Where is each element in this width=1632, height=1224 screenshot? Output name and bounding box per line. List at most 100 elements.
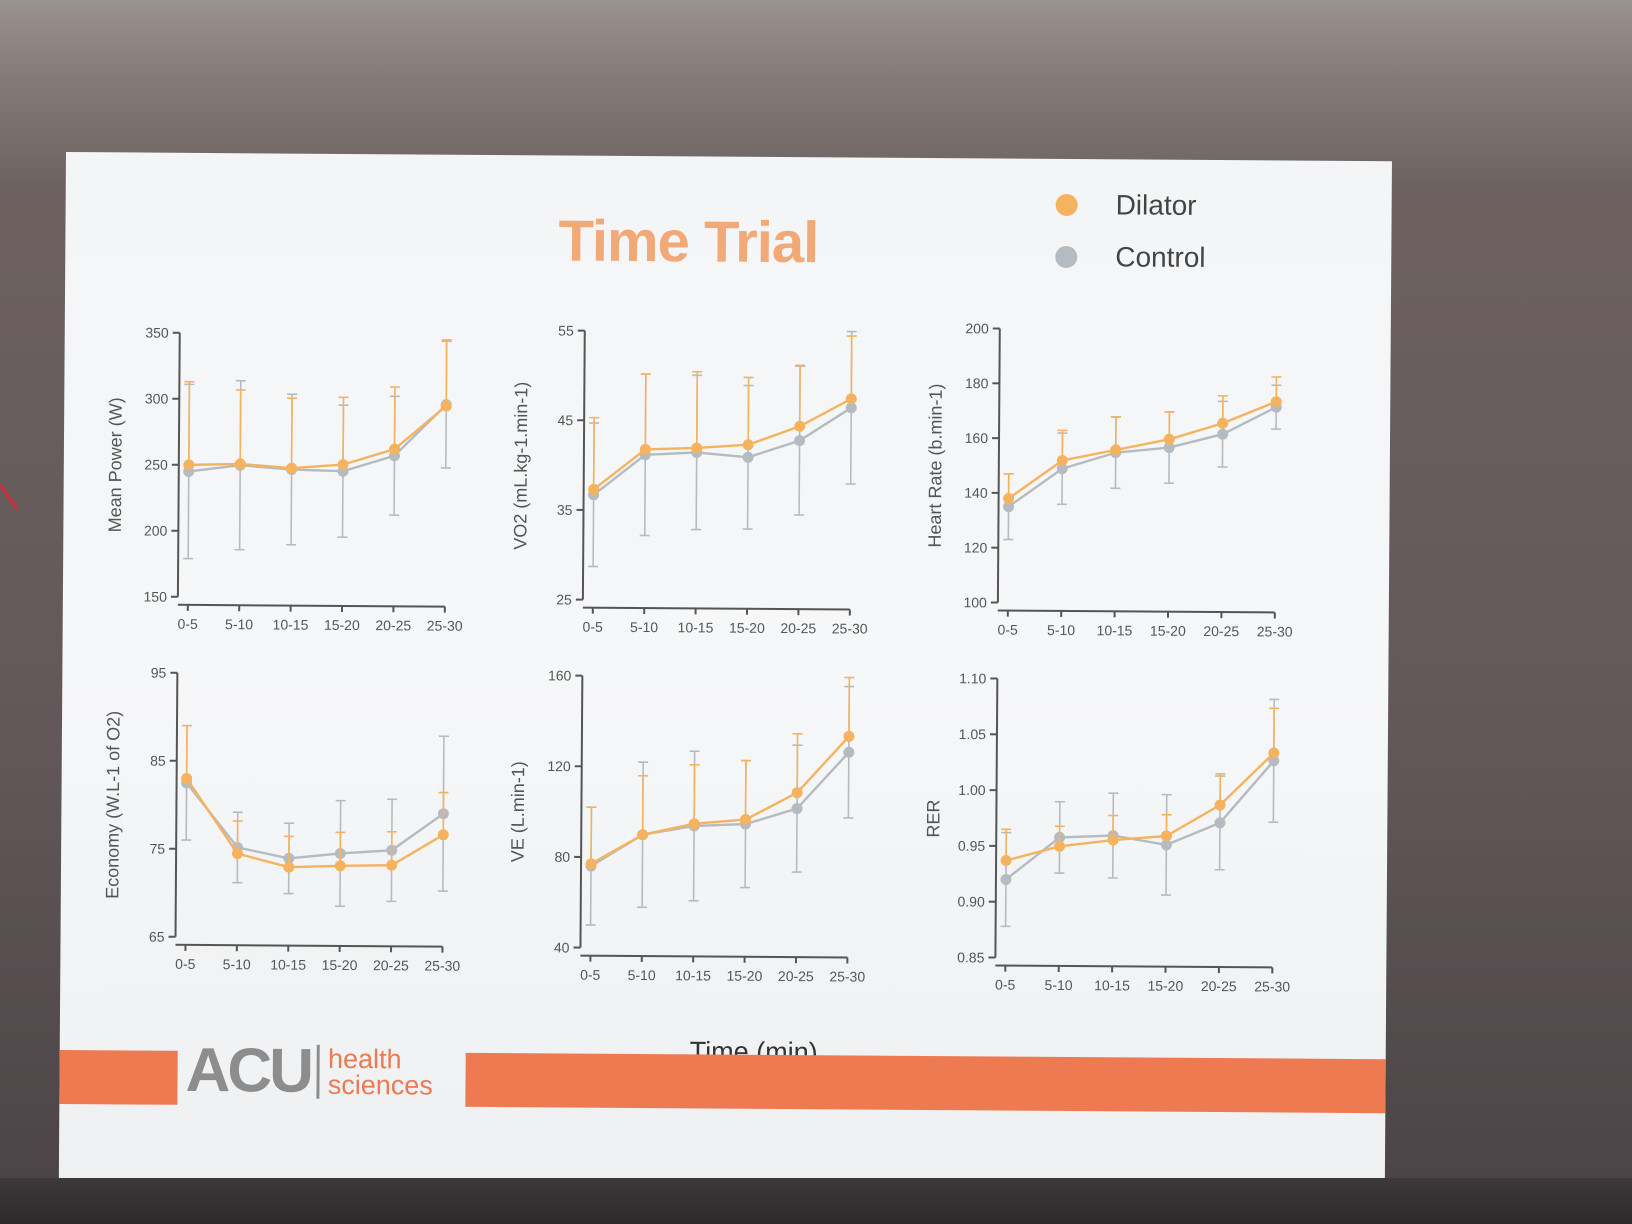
data-point [1214,799,1226,811]
y-tick-label: 100 [963,594,987,610]
logo-separator [316,1044,321,1099]
data-point [1268,747,1280,759]
x-axis [582,606,850,611]
data-point [1163,442,1175,454]
x-axis [580,954,848,959]
y-tick-label: 85 [150,753,166,769]
y-tick-label: 45 [558,412,574,428]
x-tick-label: 15-20 [727,968,763,984]
y-tick-label: 250 [144,457,168,473]
y-tick-label: 150 [143,589,167,605]
series-line [188,403,448,473]
series-control [1003,384,1282,541]
x-tick-label: 25-30 [1257,623,1293,639]
y-tick-label: 200 [965,320,989,336]
y-tick-label: 1.00 [958,782,986,798]
y-axis [994,678,999,958]
x-tick-label: 20-25 [373,957,409,973]
y-tick-label: 80 [554,849,570,865]
x-tick-label: 25-30 [424,958,460,974]
data-point [283,861,295,873]
y-tick-label: 160 [548,667,572,683]
data-point [386,859,398,871]
y-tick-label: 140 [964,485,988,501]
series-line [1007,406,1277,508]
data-point [1003,501,1015,513]
series-line [185,782,445,860]
series-control [585,685,855,926]
y-tick-label: 75 [150,841,166,857]
legend-dot-control [1055,245,1078,269]
y-tick-label: 0.85 [957,949,985,965]
plot-area: 100 120 140 160 180 200 0-5 5-10 10-15 15-20 20-25… [963,320,1293,639]
legend-item-control: Control [1055,231,1206,284]
data-point [337,459,349,471]
data-point [1054,840,1066,852]
logo-sub-line2: sciences [327,1069,433,1101]
series-dilator [183,339,452,474]
y-tick-label: 160 [965,430,989,446]
y-tick-label: 120 [547,758,571,774]
series-control [588,330,857,568]
chart-vo2: VO2 (mL.kg-1.min-1) 25 35 45 55 0-5 5-10 10-15 1… [488,320,880,638]
data-point [1160,830,1172,842]
legend-label-control: Control [1115,241,1206,273]
data-point [232,848,244,860]
y-axis-label: Mean Power (W) [104,397,126,533]
projected-slide: Time Trial Dilator Control Mean Power (W… [58,152,1392,1194]
x-tick-label: 25-30 [1254,978,1290,994]
y-axis [581,330,586,600]
data-point [742,439,754,451]
x-axis [177,603,445,608]
x-tick-label: 5-10 [1047,622,1075,638]
data-point [742,451,754,463]
y-tick-label: 55 [558,322,574,338]
logo-main: ACU [185,1035,312,1106]
series-dilator [1000,707,1280,866]
series-dilator [585,676,855,870]
x-tick-label: 0-5 [175,956,196,972]
x-tick-label: 15-20 [324,617,360,633]
data-point [1000,854,1012,866]
x-tick-label: 0-5 [583,619,604,635]
plot-area: 40 80 120 160 0-5 5-10 10-15 15-20 20-25 25-30 [547,667,865,984]
chart-rer: RER 0.85 0.90 0.95 1.00 1.05 1.10 0-5 5-10 10-15 1… [900,668,1302,996]
ceiling [0,0,1632,180]
data-point [843,746,855,758]
acu-logo: ACU health sciences [185,1035,433,1108]
x-axis [175,943,443,948]
y-axis-label: RER [922,798,944,838]
y-tick-label: 0.95 [958,838,986,854]
error-bar [592,417,595,490]
x-tick-label: 10-15 [675,967,711,983]
series-line [1007,400,1277,500]
chart-heart-rate: Heart Rate (b.min-1) 100 120 140 160 180 200 0-… [903,318,1305,641]
footer-bar-right [465,1052,1386,1114]
footer-bar-left [59,1049,178,1105]
data-point [688,818,700,830]
x-tick-label: 10-15 [1097,622,1133,638]
data-point [843,730,855,742]
data-point [1160,839,1172,851]
series-line [592,406,852,496]
y-tick-label: 40 [554,939,570,955]
data-point [1217,417,1229,429]
series-dilator [1003,376,1282,504]
x-tick-label: 10-15 [1094,977,1130,993]
data-point [639,443,651,455]
error-bar [188,381,191,465]
x-tick-label: 25-30 [832,620,868,636]
series-control [183,340,452,560]
error-bar [239,389,242,464]
x-axis [997,609,1275,614]
screen-bottom-edge [0,1178,1632,1224]
data-point [183,459,195,471]
data-point [234,458,246,470]
data-point [437,829,449,841]
data-point [588,483,600,495]
series-dilator [588,335,857,495]
data-point [1107,834,1119,846]
x-tick-label: 20-25 [375,617,411,633]
x-tick-label: 25-30 [829,968,865,984]
y-tick-label: 120 [964,539,988,555]
